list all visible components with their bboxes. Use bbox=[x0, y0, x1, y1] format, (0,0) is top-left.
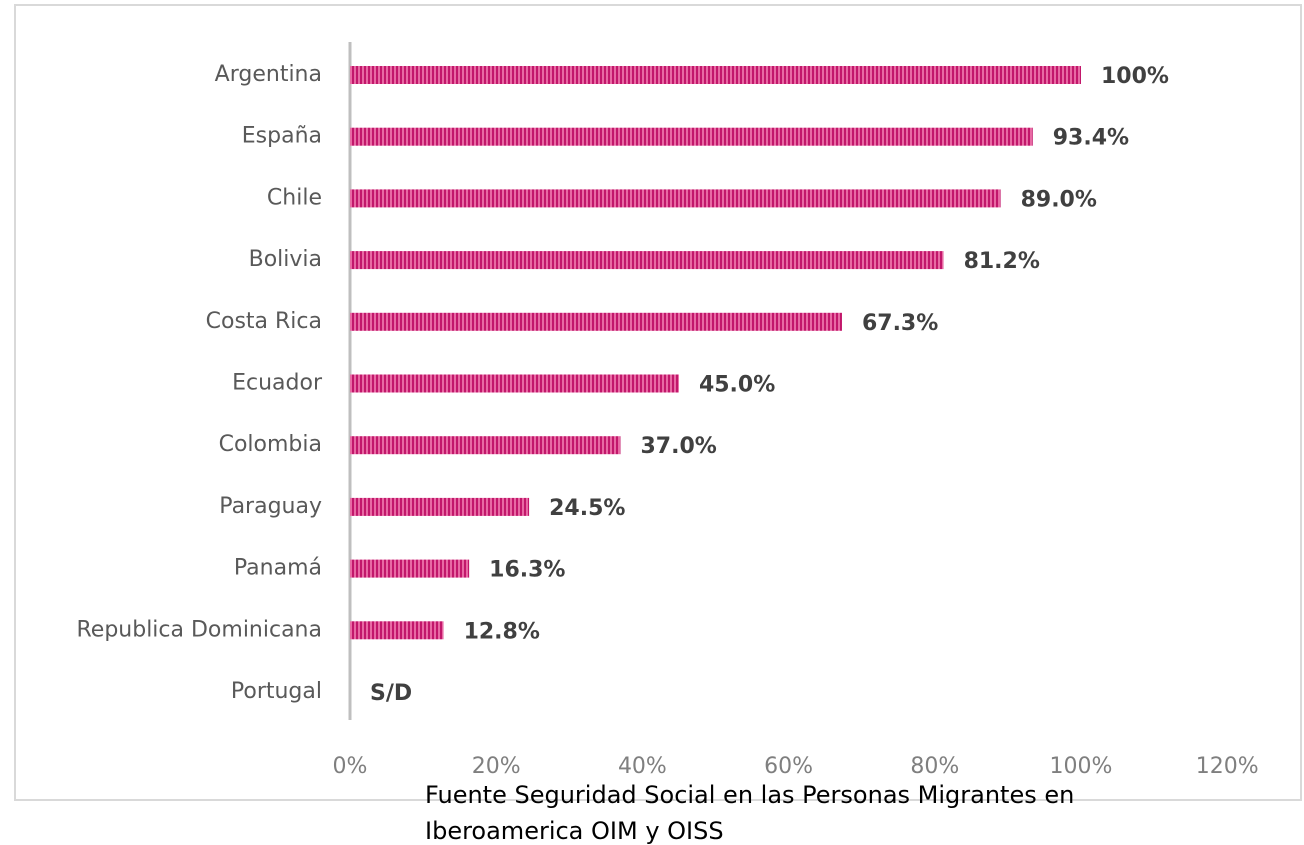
y-tick-label: Portugal bbox=[231, 679, 322, 704]
data-label: 24.5% bbox=[549, 496, 625, 521]
y-tick-label: Costa Rica bbox=[206, 309, 322, 334]
data-label: 12.8% bbox=[464, 619, 540, 644]
data-label: S/D bbox=[370, 681, 412, 706]
data-label: 67.3% bbox=[862, 311, 938, 336]
bar bbox=[350, 436, 621, 455]
data-label: 45.0% bbox=[699, 373, 775, 398]
bar bbox=[350, 497, 530, 516]
bar bbox=[350, 374, 679, 393]
x-tick-label: 120% bbox=[1196, 754, 1259, 779]
y-tick-label: Republica Dominicana bbox=[76, 617, 322, 642]
chart-frame bbox=[14, 4, 1302, 801]
data-label: 37.0% bbox=[640, 434, 716, 459]
source-note: Fuente Seguridad Social en las Personas … bbox=[425, 781, 1074, 809]
y-tick-label: Paraguay bbox=[219, 494, 322, 519]
x-tick-label: 40% bbox=[618, 754, 667, 779]
y-tick-label: España bbox=[242, 124, 322, 149]
x-tick-label: 60% bbox=[764, 754, 813, 779]
bar bbox=[350, 559, 470, 578]
y-tick-label: Panamá bbox=[234, 556, 322, 581]
bar bbox=[350, 127, 1033, 146]
y-tick-label: Chile bbox=[267, 185, 322, 210]
y-tick-label: Argentina bbox=[215, 62, 322, 87]
source-note: Iberoamerica OIM y OISS bbox=[425, 817, 724, 845]
bar bbox=[350, 251, 944, 270]
x-tick-label: 20% bbox=[472, 754, 521, 779]
x-tick-label: 80% bbox=[910, 754, 959, 779]
bar bbox=[350, 621, 444, 640]
data-label: 100% bbox=[1101, 64, 1169, 89]
y-tick-label: Bolivia bbox=[249, 247, 322, 272]
x-tick-label: 100% bbox=[1050, 754, 1113, 779]
bar bbox=[350, 312, 842, 331]
data-label: 81.2% bbox=[964, 249, 1040, 274]
bar bbox=[350, 189, 1001, 208]
data-label: 16.3% bbox=[489, 558, 565, 583]
data-label: 89.0% bbox=[1021, 187, 1097, 212]
data-label: 93.4% bbox=[1053, 126, 1129, 151]
y-tick-label: Colombia bbox=[219, 432, 322, 457]
y-tick-label: Ecuador bbox=[232, 371, 323, 396]
bar bbox=[350, 66, 1081, 84]
x-tick-label: 0% bbox=[333, 754, 368, 779]
